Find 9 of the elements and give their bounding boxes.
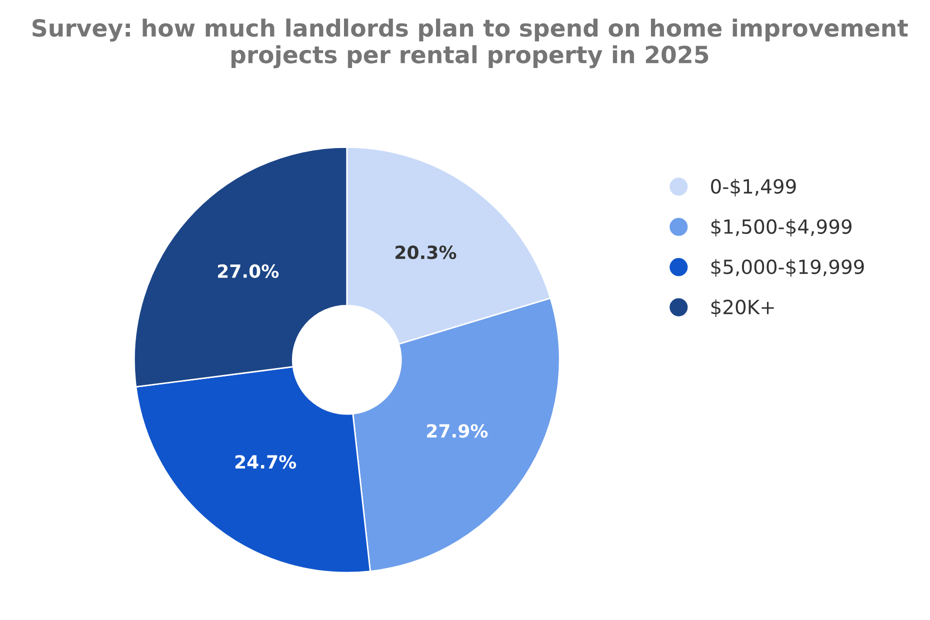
data-label: 20.3% — [396, 246, 456, 260]
legend-label: 0-$1,499 — [711, 178, 796, 196]
data-label: 24.7% — [235, 455, 296, 469]
data-label: 27.0% — [218, 264, 279, 278]
data-label: 27.9% — [427, 424, 488, 438]
chart-title: Survey: how much landlords plan to spend on home improvement projects per rental property in 2025 — [32, 18, 908, 68]
legend-label: $20K+ — [711, 299, 774, 317]
legend-label: $1,500-$4,999 — [711, 218, 852, 237]
legend-label: $5,000-$19,999 — [711, 259, 864, 277]
